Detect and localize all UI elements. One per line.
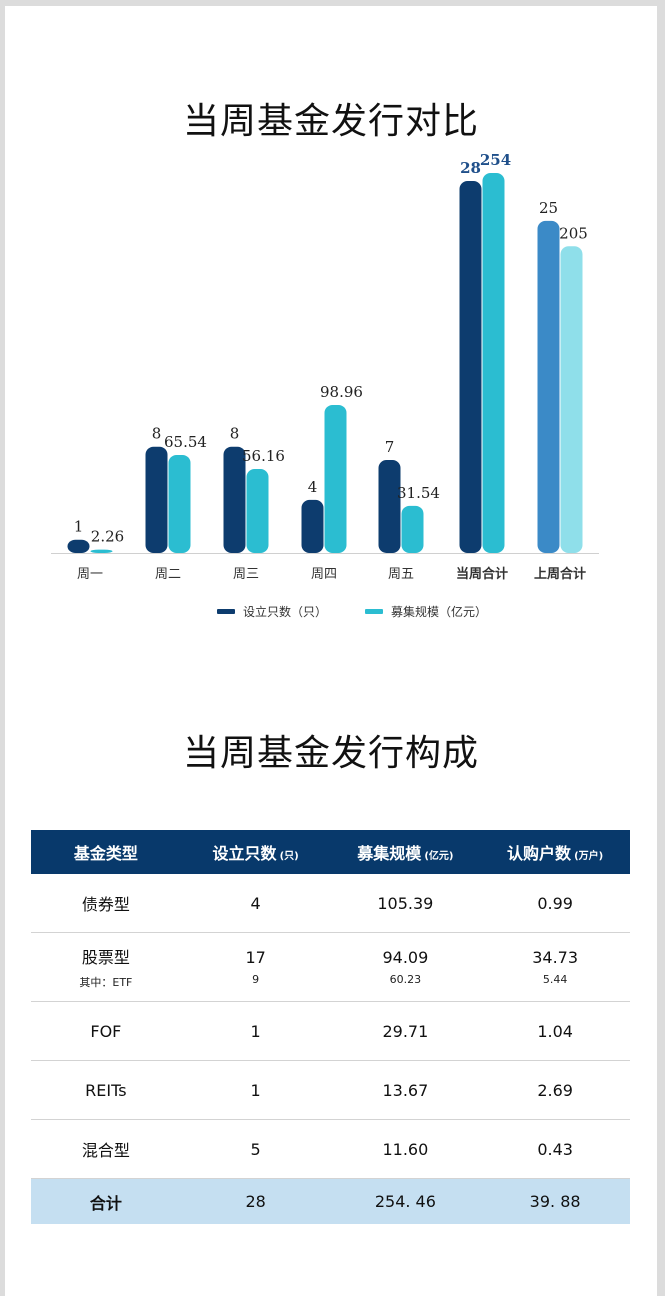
bar-scale xyxy=(168,454,191,553)
total-scale: 254. 46 xyxy=(330,1178,481,1224)
table-row: 股票型 其中：ETF 17 9 94.09 60.23 34.73 5.44 xyxy=(31,932,630,1002)
bar-count xyxy=(537,220,560,553)
cell-type: FOF xyxy=(31,1001,181,1061)
cell-sub-accounts: 5.44 xyxy=(542,973,568,986)
cell-sub-scale: 60.23 xyxy=(389,973,422,986)
table-row: REITs 1 13.67 2.69 xyxy=(31,1060,630,1120)
x-tick-label: 周五 xyxy=(388,567,414,582)
bar-count xyxy=(378,460,401,553)
data-label-scale: 65.54 xyxy=(164,433,207,451)
cell-count: 5 xyxy=(180,1119,331,1179)
cell-accounts: 0.99 xyxy=(480,874,630,933)
bar-count xyxy=(459,181,482,553)
total-accounts: 39. 88 xyxy=(480,1178,630,1224)
data-label-scale: 56.16 xyxy=(242,447,285,465)
table-row: 债券型 4 105.39 0.99 xyxy=(31,874,630,933)
cell-scale: 29.71 xyxy=(330,1001,481,1061)
legend-swatch-series2 xyxy=(365,609,383,614)
header-accounts: 认购户数 (万户) xyxy=(480,830,630,874)
bar-scale xyxy=(324,404,347,553)
legend-item-series1: 设立只数（只） xyxy=(217,603,327,620)
table-row: 混合型 5 11.60 0.43 xyxy=(31,1119,630,1179)
data-label-scale: 254 xyxy=(480,151,511,169)
table-title: 当周基金发行构成 xyxy=(182,733,479,774)
x-tick-label: 周四 xyxy=(311,567,337,582)
bar-count xyxy=(145,446,168,553)
bar-count xyxy=(223,446,246,553)
cell-sub-count: 9 xyxy=(252,973,260,986)
data-label-scale: 2.26 xyxy=(91,528,124,546)
x-tick-label: 当周合计 xyxy=(456,566,508,582)
data-label-count: 8 xyxy=(230,425,240,443)
header-count: 设立只数 (只) xyxy=(180,830,331,874)
cell-accounts: 0.43 xyxy=(480,1119,630,1179)
cell-accounts: 34.73 5.44 xyxy=(480,932,630,1002)
header-type: 基金类型 xyxy=(31,830,181,874)
cell-type: 混合型 xyxy=(31,1119,181,1179)
total-count: 28 xyxy=(180,1178,331,1224)
x-tick-label: 周一 xyxy=(77,567,103,582)
legend-label-series1: 设立只数（只） xyxy=(243,605,328,619)
cell-type: 债券型 xyxy=(31,874,181,933)
cell-type: REITs xyxy=(31,1060,181,1120)
cell-scale: 11.60 xyxy=(330,1119,481,1179)
data-label-scale: 98.96 xyxy=(320,383,363,401)
data-label-count: 1 xyxy=(74,518,84,536)
bar-scale xyxy=(90,549,113,553)
cell-accounts: 2.69 xyxy=(480,1060,630,1120)
cell-sub-type: 其中：ETF xyxy=(79,976,133,989)
bar-scale xyxy=(401,505,424,553)
data-label-count: 8 xyxy=(152,425,162,443)
data-label-count: 4 xyxy=(308,478,318,496)
data-label-scale: 31.54 xyxy=(397,484,440,502)
cell-count: 1 xyxy=(180,1060,331,1120)
cell-accounts: 1.04 xyxy=(480,1001,630,1061)
composition-table: 基金类型 设立只数 (只) 募集规模 (亿元) 认购户数 (万户) 债券型 4 105… xyxy=(31,830,630,1224)
legend-item-series2: 募集规模（亿元） xyxy=(365,603,487,620)
header-scale: 募集规模 (亿元) xyxy=(330,830,481,874)
total-type: 合计 xyxy=(31,1178,181,1224)
cell-type: 股票型 其中：ETF xyxy=(31,932,181,1002)
cell-count: 17 9 xyxy=(180,932,331,1002)
bar-count xyxy=(301,499,324,553)
data-label-count: 7 xyxy=(385,438,395,456)
bar-scale xyxy=(246,468,269,553)
x-tick-label: 周二 xyxy=(155,567,181,582)
cell-count: 4 xyxy=(180,874,331,933)
chart-title: 当周基金发行对比 xyxy=(182,101,479,142)
cell-scale: 105.39 xyxy=(330,874,481,933)
x-tick-label: 上周合计 xyxy=(534,566,586,582)
legend-swatch-series1 xyxy=(217,609,235,614)
cell-scale: 94.09 60.23 xyxy=(330,932,481,1002)
cell-count: 1 xyxy=(180,1001,331,1061)
data-label-count: 28 xyxy=(460,159,481,177)
data-label-count: 25 xyxy=(539,199,558,217)
table-row: FOF 1 29.71 1.04 xyxy=(31,1001,630,1061)
bar-scale xyxy=(560,246,583,554)
legend-label-series2: 募集规模（亿元） xyxy=(391,605,488,619)
bar-scale xyxy=(482,173,505,553)
cell-scale: 13.67 xyxy=(330,1060,481,1120)
data-label-scale: 205 xyxy=(559,224,588,242)
table-header-row: 基金类型 设立只数 (只) 募集规模 (亿元) 认购户数 (万户) xyxy=(31,830,630,874)
bar-count xyxy=(67,539,90,553)
report-page: 当周基金发行对比 1 2.26 周一 8 65.54 周二 8 56.16 周三 4 98.96 周四… xyxy=(5,6,657,1296)
table-total-row: 合计 28 254. 46 39. 88 xyxy=(31,1178,630,1224)
x-tick-label: 周三 xyxy=(233,567,259,582)
